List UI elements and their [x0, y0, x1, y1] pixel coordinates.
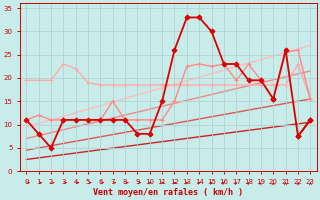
X-axis label: Vent moyen/en rafales ( km/h ): Vent moyen/en rafales ( km/h )	[93, 188, 243, 197]
